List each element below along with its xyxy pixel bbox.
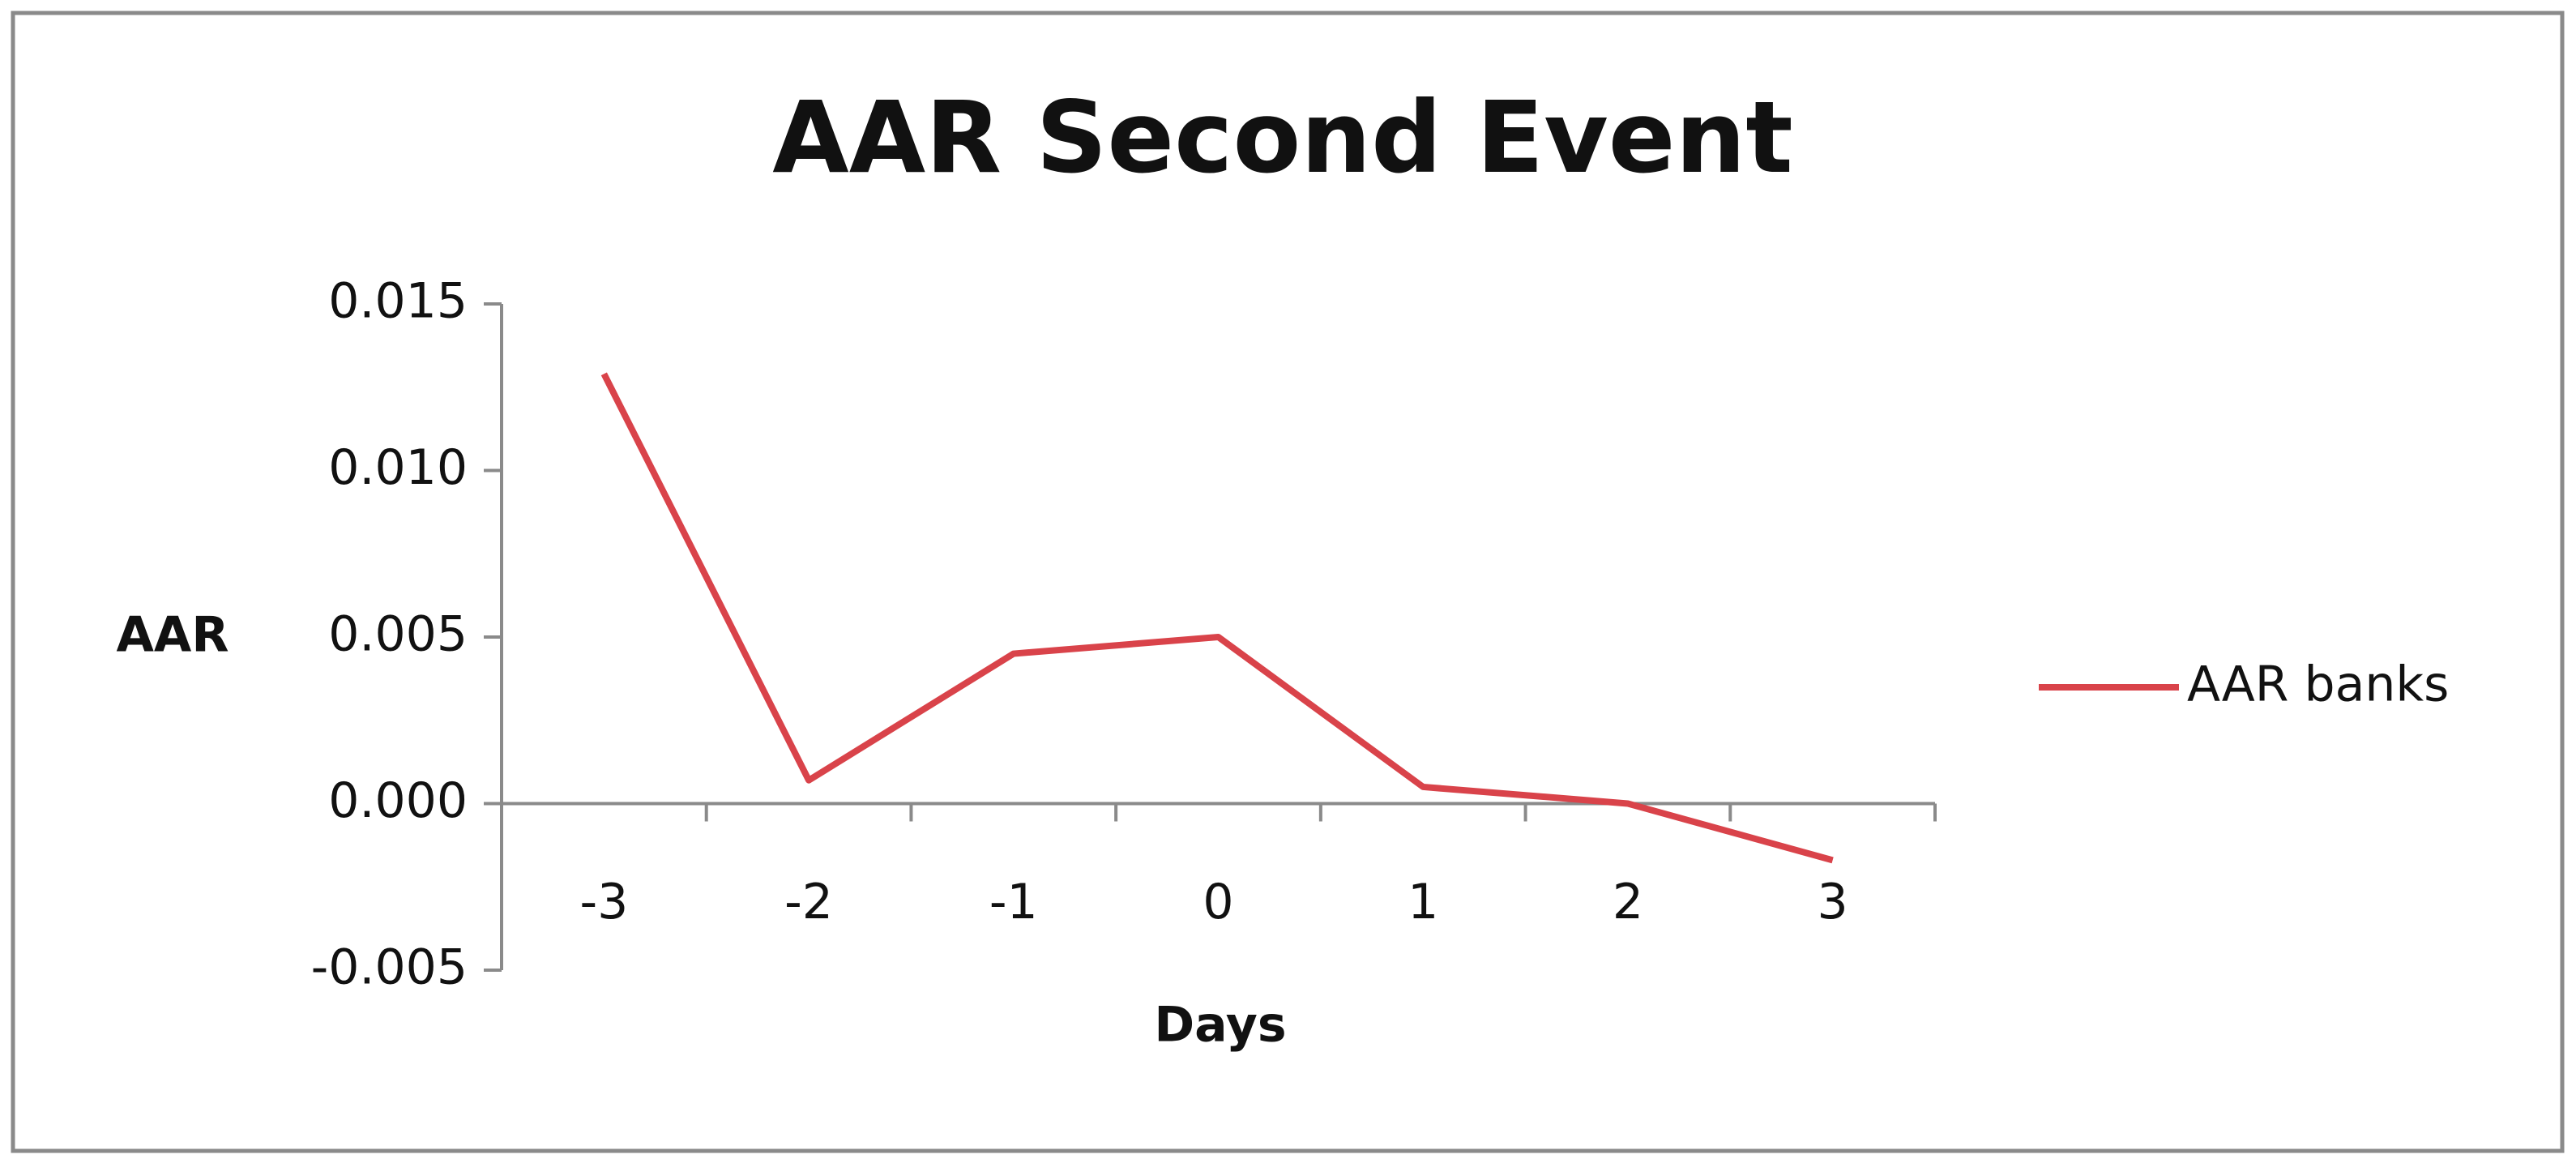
legend-label: AAR banks bbox=[2187, 656, 2449, 713]
y-tick-label: -0.005 bbox=[311, 939, 468, 996]
chart-border bbox=[11, 11, 2565, 1153]
x-tick-label: 3 bbox=[1818, 874, 1848, 930]
x-tick-label: 0 bbox=[1203, 874, 1233, 930]
x-tick-label: -2 bbox=[784, 874, 833, 930]
data-line bbox=[600, 372, 1834, 864]
y-tick-label: 0.000 bbox=[328, 772, 468, 829]
x-tick-label: 2 bbox=[1613, 874, 1643, 930]
y-axis-label: AAR bbox=[116, 607, 229, 664]
y-tick-label: 0.010 bbox=[328, 439, 468, 496]
chart-title: AAR Second Event bbox=[772, 80, 1792, 195]
y-tick-label: 0.005 bbox=[328, 606, 468, 663]
x-tick-label: 1 bbox=[1408, 874, 1438, 930]
x-axis-label: Days bbox=[1154, 997, 1286, 1054]
x-tick-label: -1 bbox=[989, 874, 1038, 930]
y-tick-label: 0.015 bbox=[328, 273, 468, 330]
x-tick-label: -3 bbox=[579, 874, 628, 930]
